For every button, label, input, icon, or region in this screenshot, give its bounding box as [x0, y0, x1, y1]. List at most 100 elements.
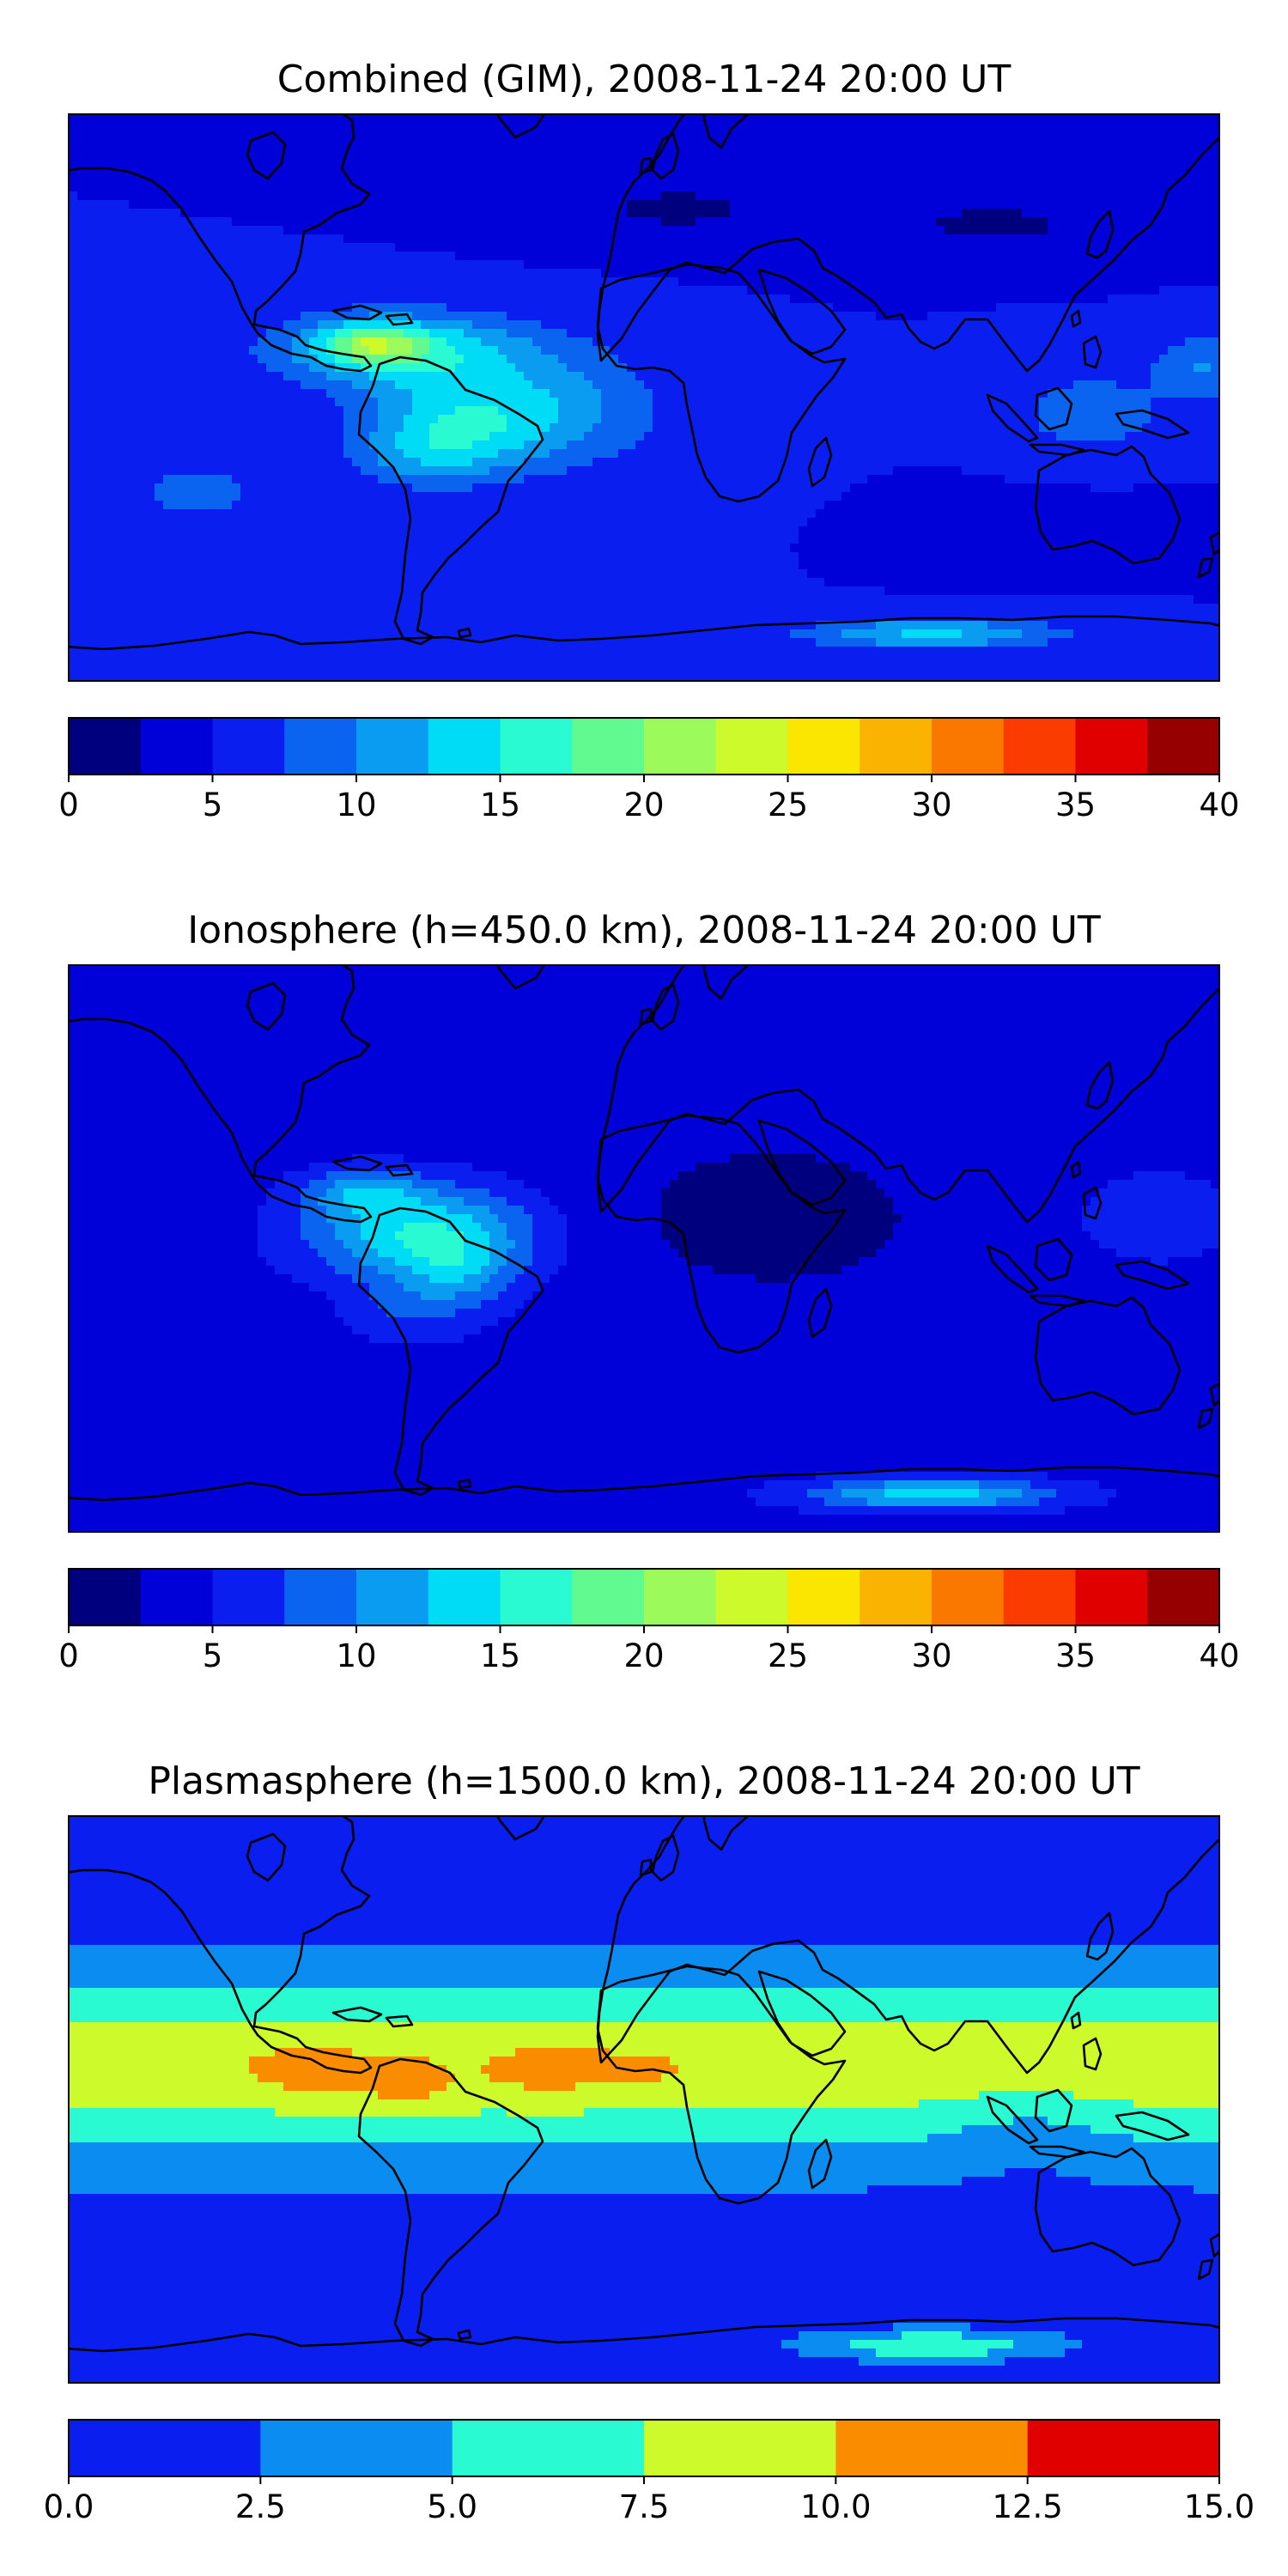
field-cell: [833, 149, 842, 158]
field-cell: [1013, 174, 1023, 184]
field-cell: [292, 217, 301, 227]
field-cell: [1194, 234, 1203, 244]
field-cell: [343, 123, 353, 132]
field-cell: [532, 277, 542, 287]
field-cell: [301, 372, 310, 381]
field-cell: [850, 363, 860, 373]
field-cell: [112, 226, 121, 235]
field-cell: [498, 149, 507, 158]
field-cell: [970, 372, 980, 381]
field-cell: [309, 286, 319, 295]
field-cell: [1185, 277, 1194, 287]
field-cell: [447, 174, 456, 184]
field-cell: [464, 174, 473, 184]
field-cell: [1133, 166, 1143, 175]
field-cell: [301, 140, 310, 149]
field-cell: [301, 243, 310, 252]
field-cell: [644, 277, 653, 287]
field-cell: [69, 269, 78, 278]
field-cell: [790, 277, 799, 287]
field-cell: [919, 166, 928, 175]
field-cell: [1133, 183, 1143, 192]
field-cell: [301, 191, 310, 201]
field-cell: [275, 157, 284, 167]
field-cell: [807, 423, 817, 433]
field-cell: [163, 140, 173, 149]
field-cell: [429, 131, 439, 141]
field-cell: [781, 363, 791, 373]
field-cell: [575, 234, 585, 244]
field-cell: [996, 123, 1005, 132]
field-cell: [292, 432, 301, 441]
field-cell: [361, 209, 370, 218]
field-cell: [180, 234, 190, 244]
field-cell: [318, 183, 327, 192]
field-cell: [713, 372, 722, 381]
field-cell: [936, 226, 945, 235]
field-cell: [112, 303, 121, 313]
field-cell: [884, 295, 894, 304]
field-cell: [266, 398, 276, 407]
field-cell: [455, 286, 465, 295]
field-cell: [266, 269, 276, 278]
field-cell: [1030, 346, 1040, 355]
field-cell: [850, 389, 860, 398]
field-cell: [532, 140, 542, 149]
field-cell: [361, 140, 370, 149]
field-cell: [103, 269, 112, 278]
field-cell: [1022, 312, 1031, 321]
field-cell: [421, 363, 430, 373]
field-cell: [764, 200, 774, 210]
field-cell: [661, 346, 671, 355]
field-cell: [352, 269, 361, 278]
field-cell: [129, 269, 138, 278]
field-cell: [738, 303, 748, 313]
field-cell: [532, 329, 542, 338]
field-cell: [850, 174, 860, 184]
field-cell: [275, 114, 284, 124]
field-cell: [1133, 149, 1143, 158]
field-cell: [318, 423, 327, 433]
field-cell: [953, 295, 963, 304]
field-cell: [386, 415, 396, 424]
field-cell: [610, 131, 619, 141]
field-cell: [1030, 398, 1040, 407]
field-cell: [240, 389, 250, 398]
field-cell: [1065, 260, 1074, 270]
field-cell: [69, 286, 78, 295]
field-cell: [867, 312, 877, 321]
field-cell: [550, 200, 559, 210]
field-cell: [1013, 269, 1023, 278]
field-cell: [790, 200, 799, 210]
field-cell: [1005, 191, 1014, 201]
field-cell: [481, 174, 490, 184]
field-cell: [352, 380, 361, 390]
field-cell: [232, 191, 241, 201]
field-cell: [197, 363, 207, 373]
field-cell: [172, 226, 181, 235]
field-cell: [1013, 131, 1023, 141]
field-cell: [756, 363, 765, 373]
field-cell: [172, 260, 181, 270]
field-cell: [661, 337, 671, 347]
field-cell: [352, 423, 361, 433]
field-cell: [670, 166, 679, 175]
field-cell: [1125, 191, 1134, 201]
field-cell: [850, 406, 860, 416]
field-cell: [429, 415, 439, 424]
field-cell: [438, 243, 447, 252]
field-cell: [756, 234, 765, 244]
field-cell: [773, 286, 782, 295]
field-cell: [206, 415, 216, 424]
field-cell: [515, 398, 525, 407]
field-cell: [137, 157, 147, 167]
field-cell: [206, 209, 216, 218]
field-cell: [773, 398, 782, 407]
field-cell: [163, 346, 173, 355]
field-cell: [1202, 363, 1212, 373]
field-cell: [807, 286, 817, 295]
field-cell: [378, 295, 387, 304]
field-cell: [240, 191, 250, 201]
field-cell: [1211, 295, 1219, 304]
field-cell: [1013, 123, 1023, 132]
